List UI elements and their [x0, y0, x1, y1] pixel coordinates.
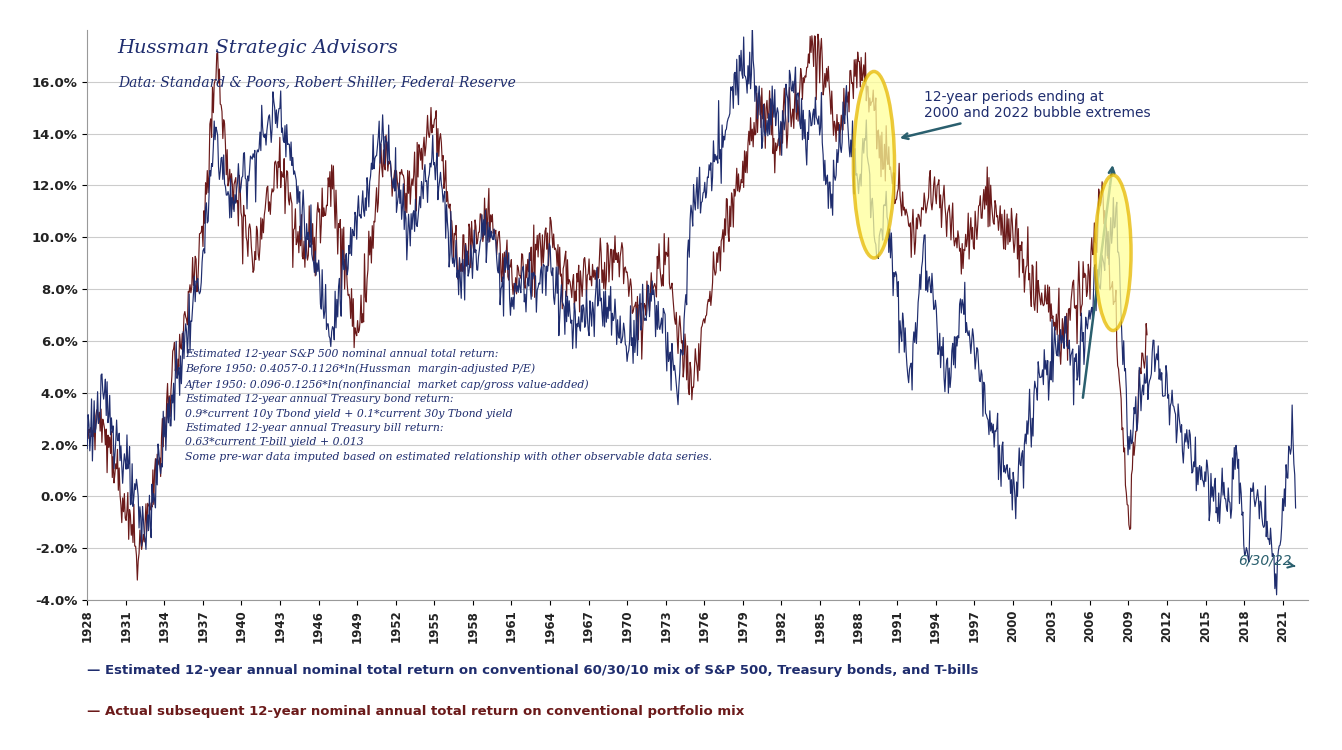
Text: Hussman Strategic Advisors: Hussman Strategic Advisors	[118, 38, 399, 56]
Ellipse shape	[1095, 175, 1131, 331]
Text: Data: Standard & Poors, Robert Shiller, Federal Reserve: Data: Standard & Poors, Robert Shiller, …	[118, 76, 515, 89]
Text: 6/30/22: 6/30/22	[1237, 554, 1295, 568]
Text: Estimated 12-year S&P 500 nominal annual total return:
Before 1950: 0.4057-0.112: Estimated 12-year S&P 500 nominal annual…	[185, 350, 713, 462]
Text: — Estimated 12-year annual nominal total return on conventional 60/30/10 mix of : — Estimated 12-year annual nominal total…	[87, 664, 978, 676]
Text: — Actual subsequent 12-year nominal annual total return on conventional portfoli: — Actual subsequent 12-year nominal annu…	[87, 705, 745, 718]
Text: 12-year periods ending at
2000 and 2022 bubble extremes: 12-year periods ending at 2000 and 2022 …	[903, 90, 1150, 139]
Ellipse shape	[854, 71, 895, 258]
